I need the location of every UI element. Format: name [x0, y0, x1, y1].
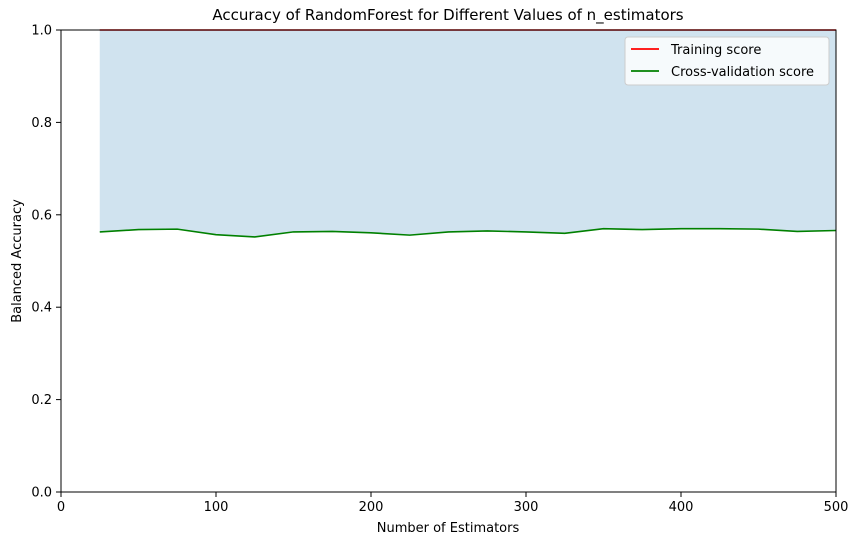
legend-box [624, 36, 830, 86]
x-tick-label: 500 [824, 500, 849, 515]
chart-title: Accuracy of RandomForest for Different V… [212, 6, 683, 25]
x-tick-label: 400 [669, 500, 694, 515]
y-tick-label: 0.2 [31, 393, 52, 408]
plot-area [60, 29, 837, 493]
y-tick-label: 1.0 [31, 24, 52, 39]
x-tick-label: 300 [514, 500, 539, 515]
x-tick-label: 0 [57, 500, 65, 515]
plot-frame [60, 29, 837, 493]
series-line-1 [99, 227, 837, 238]
y-tick-label: 0.4 [31, 301, 52, 316]
legend-label-training: Training score [670, 43, 761, 58]
x-tick-label: 200 [359, 500, 384, 515]
legend: Training score Cross-validation score [624, 36, 830, 86]
y-axis-label: Balanced Accuracy [10, 199, 25, 323]
y-tick-label: 0.6 [31, 208, 52, 223]
y-tick-label: 0.8 [31, 116, 52, 131]
x-tick-label: 100 [204, 500, 229, 515]
x-axis: 0 100 200 300 400 500 [57, 492, 849, 515]
x-axis-label: Number of Estimators [377, 521, 520, 536]
legend-label-cross-validation: Cross-validation score [671, 65, 814, 80]
y-axis: 0.0 0.2 0.4 0.6 0.8 1.0 [31, 24, 61, 501]
y-tick-label: 0.0 [31, 486, 52, 501]
